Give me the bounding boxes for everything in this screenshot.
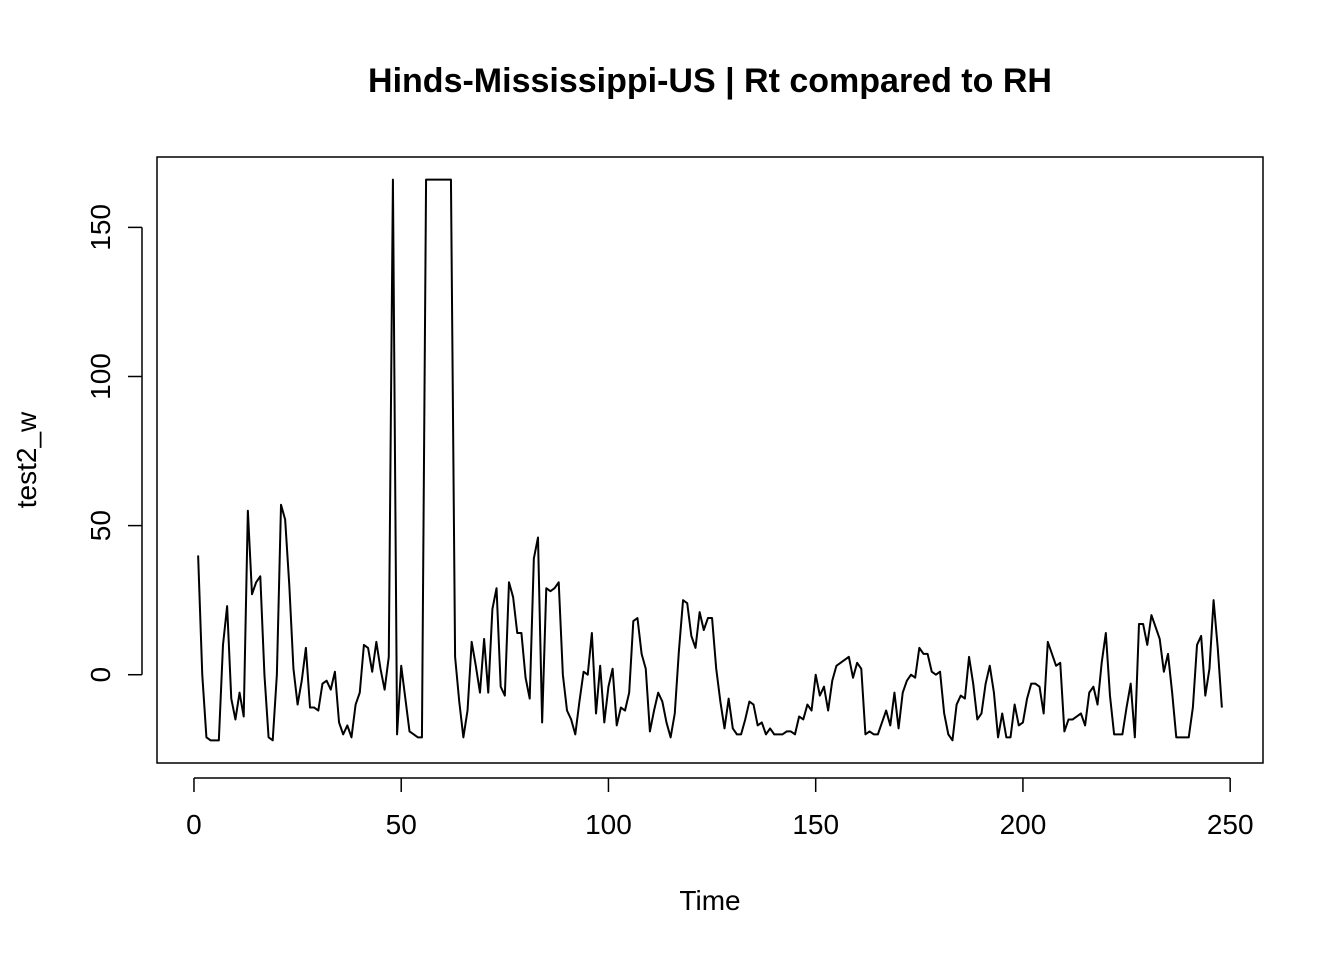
plot-frame — [156, 156, 1264, 764]
x-axis-label: Time — [679, 885, 740, 916]
x-axis: 0 50 100 150 200 250 — [186, 777, 1254, 840]
y-tick-label: 100 — [85, 353, 116, 400]
series-line — [197, 178, 1223, 742]
x-tick-label: 250 — [1207, 809, 1254, 840]
x-tick-label: 100 — [585, 809, 632, 840]
x-tick-label: 0 — [186, 809, 202, 840]
x-tick-label: 50 — [386, 809, 417, 840]
y-tick-label: 150 — [85, 204, 116, 251]
y-tick-label: 50 — [85, 510, 116, 541]
x-tick-label: 200 — [1000, 809, 1047, 840]
y-tick-label: 0 — [85, 667, 116, 683]
y-axis-label: test2_w — [11, 411, 42, 508]
chart-title: Hinds-Mississippi-US | Rt compared to RH — [368, 62, 1052, 100]
y-axis: 0 50 100 150 — [85, 204, 143, 683]
x-tick-label: 150 — [792, 809, 839, 840]
